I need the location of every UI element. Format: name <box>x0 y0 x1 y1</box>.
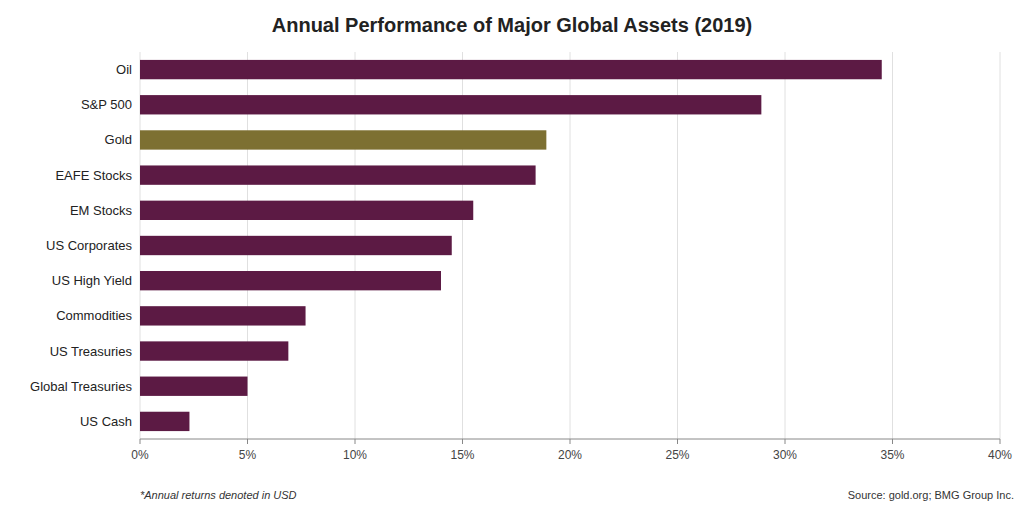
bar <box>140 201 473 220</box>
category-label: US Cash <box>80 414 132 429</box>
tick-label: 0% <box>131 448 149 462</box>
tick-label: 35% <box>880 448 904 462</box>
category-label: EAFE Stocks <box>55 168 132 183</box>
category-label: Gold <box>105 132 132 147</box>
category-label: Oil <box>116 62 132 77</box>
bar <box>140 130 546 149</box>
bar <box>140 271 441 290</box>
category-label: Commodities <box>56 308 132 323</box>
bar <box>140 236 452 255</box>
tick-mark <box>355 439 356 444</box>
tick-label: 40% <box>988 448 1012 462</box>
bar <box>140 165 536 184</box>
bar <box>140 306 306 325</box>
tick-label: 25% <box>665 448 689 462</box>
bar <box>140 60 882 79</box>
tick-mark <box>570 439 571 444</box>
footnote: *Annual returns denoted in USD <box>140 489 297 501</box>
grid-line <box>1000 52 1001 439</box>
tick-mark <box>247 439 248 444</box>
title: Annual Performance of Major Global Asset… <box>272 14 753 36</box>
grid-line <box>785 52 786 439</box>
x-axis: 0% 5% 10% 15% 20% 25% 30% 35% 40% <box>131 52 1012 462</box>
category-label: US Treasuries <box>50 344 133 359</box>
axis-line <box>140 439 1000 440</box>
chart: Annual Performance of Major Global Asset… <box>0 0 1024 511</box>
grid-line <box>892 52 893 439</box>
tick-label: 5% <box>239 448 257 462</box>
bar <box>140 377 248 396</box>
category-label: S&P 500 <box>81 97 132 112</box>
footnote: Source: gold.org; BMG Group Inc. <box>848 489 1014 501</box>
tick-mark <box>785 439 786 444</box>
tick-label: 10% <box>343 448 367 462</box>
bar <box>140 341 288 360</box>
bar <box>140 412 189 431</box>
category-label: Global Treasuries <box>30 379 132 394</box>
tick-mark <box>1000 439 1001 444</box>
tick-mark <box>140 439 141 444</box>
tick-label: 20% <box>558 448 582 462</box>
category-label: EM Stocks <box>70 203 133 218</box>
tick-label: 30% <box>773 448 797 462</box>
tick-mark <box>677 439 678 444</box>
bar <box>140 95 761 114</box>
tick-mark <box>462 439 463 444</box>
tick-mark <box>892 439 893 444</box>
category-label: US High Yield <box>52 273 132 288</box>
category-labels: Oil S&P 500 Gold EAFE Stocks EM Stocks US Cor… <box>30 62 132 429</box>
bars <box>140 60 882 431</box>
background <box>0 0 1024 511</box>
category-label: US Corporates <box>46 238 132 253</box>
tick-label: 15% <box>450 448 474 462</box>
